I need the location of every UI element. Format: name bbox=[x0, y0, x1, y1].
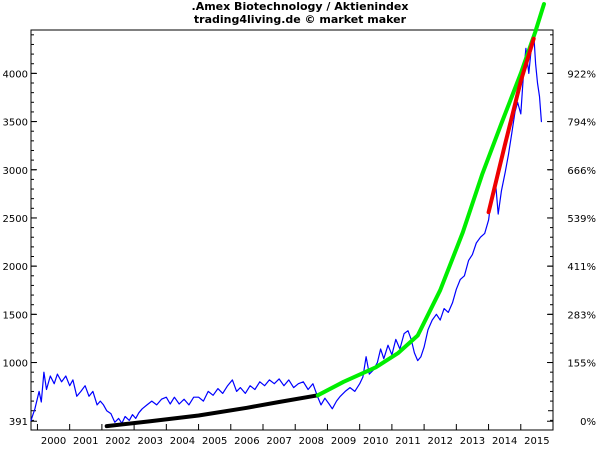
right-axis-labels: 0% 155% 283% 411% 539% 666% 794% 922% bbox=[567, 69, 596, 428]
y-tick-label-right: 283% bbox=[567, 310, 596, 321]
left-axis-labels: 391 1000 1500 2000 2500 3000 3500 4000 bbox=[3, 69, 28, 428]
plot-frame bbox=[30, 29, 554, 431]
trend-line-3 bbox=[486, 36, 536, 215]
x-tick-label: 2001 bbox=[73, 436, 98, 447]
price-line bbox=[30, 32, 542, 424]
y-tick-label-right: 539% bbox=[567, 214, 596, 225]
y-tick-label-right: 794% bbox=[567, 118, 596, 129]
y-tick-label-left: 3500 bbox=[3, 118, 28, 129]
x-tick-label: 2011 bbox=[395, 436, 420, 447]
x-tick-label: 2005 bbox=[202, 436, 227, 447]
y-tick-label-left: 4000 bbox=[3, 69, 28, 80]
tick-marks bbox=[31, 34, 553, 430]
x-tick-label: 2004 bbox=[170, 436, 195, 447]
x-tick-label: 2013 bbox=[460, 436, 485, 447]
y-tick-label-right: 922% bbox=[567, 69, 596, 80]
y-tick-label-right: 155% bbox=[567, 359, 596, 370]
y-tick-label-left: 1500 bbox=[3, 310, 28, 321]
x-tick-label: 2009 bbox=[331, 436, 356, 447]
y-tick-label-left: 391 bbox=[9, 417, 28, 428]
trend-line-1 bbox=[104, 393, 320, 429]
series-layer bbox=[30, 2, 546, 429]
x-tick-label: 2007 bbox=[266, 436, 291, 447]
x-tick-label: 2008 bbox=[299, 436, 324, 447]
x-tick-label: 2014 bbox=[492, 436, 517, 447]
y-tick-label-left: 1000 bbox=[3, 359, 28, 370]
x-tick-label: 2000 bbox=[41, 436, 66, 447]
x-tick-label: 2002 bbox=[105, 436, 130, 447]
x-tick-label: 2006 bbox=[234, 436, 259, 447]
y-tick-label-left: 3000 bbox=[3, 166, 28, 177]
x-tick-label: 2010 bbox=[363, 436, 388, 447]
y-tick-label-right: 411% bbox=[567, 262, 596, 273]
x-tick-label: 2012 bbox=[427, 436, 452, 447]
y-tick-label-right: 0% bbox=[580, 417, 596, 428]
x-tick-label: 2015 bbox=[524, 436, 549, 447]
x-axis-labels: 2000 2001 2002 2003 2004 2005 2006 2007 2008 2009… bbox=[41, 436, 550, 447]
y-tick-label-right: 666% bbox=[567, 166, 596, 177]
chart-title: .Amex Biotechnology / Aktienindex bbox=[192, 0, 409, 13]
x-tick-label: 2003 bbox=[137, 436, 162, 447]
chart-subtitle: trading4living.de © market maker bbox=[194, 13, 407, 26]
y-tick-label-left: 2500 bbox=[3, 214, 28, 225]
y-tick-label-left: 2000 bbox=[3, 262, 28, 273]
